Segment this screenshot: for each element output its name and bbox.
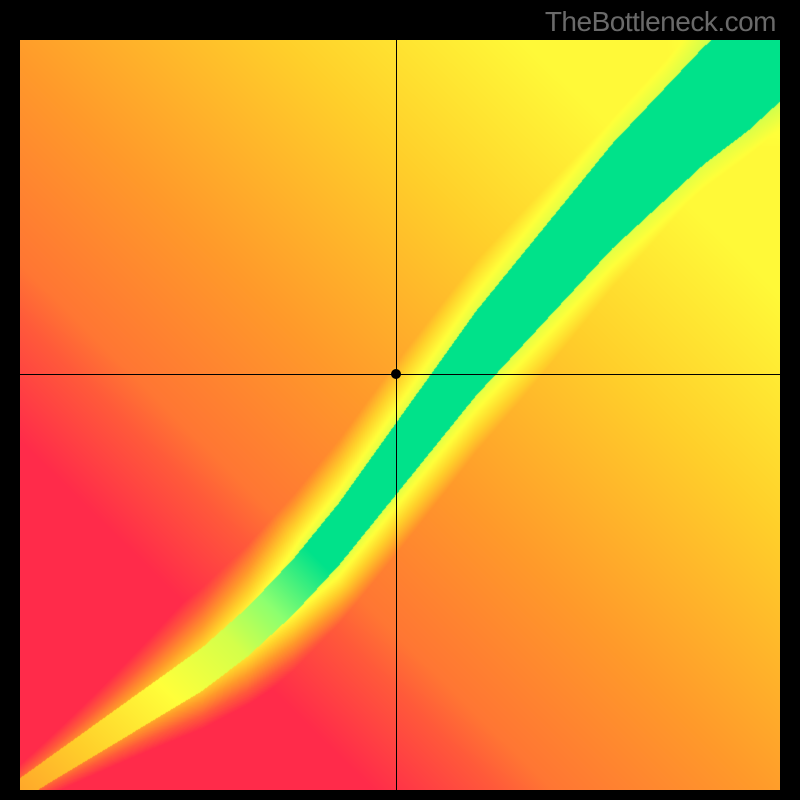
stage: TheBottleneck.com — [0, 0, 800, 800]
chart-area — [20, 40, 780, 790]
watermark-text: TheBottleneck.com — [545, 6, 776, 38]
bottleneck-heatmap — [20, 40, 780, 790]
